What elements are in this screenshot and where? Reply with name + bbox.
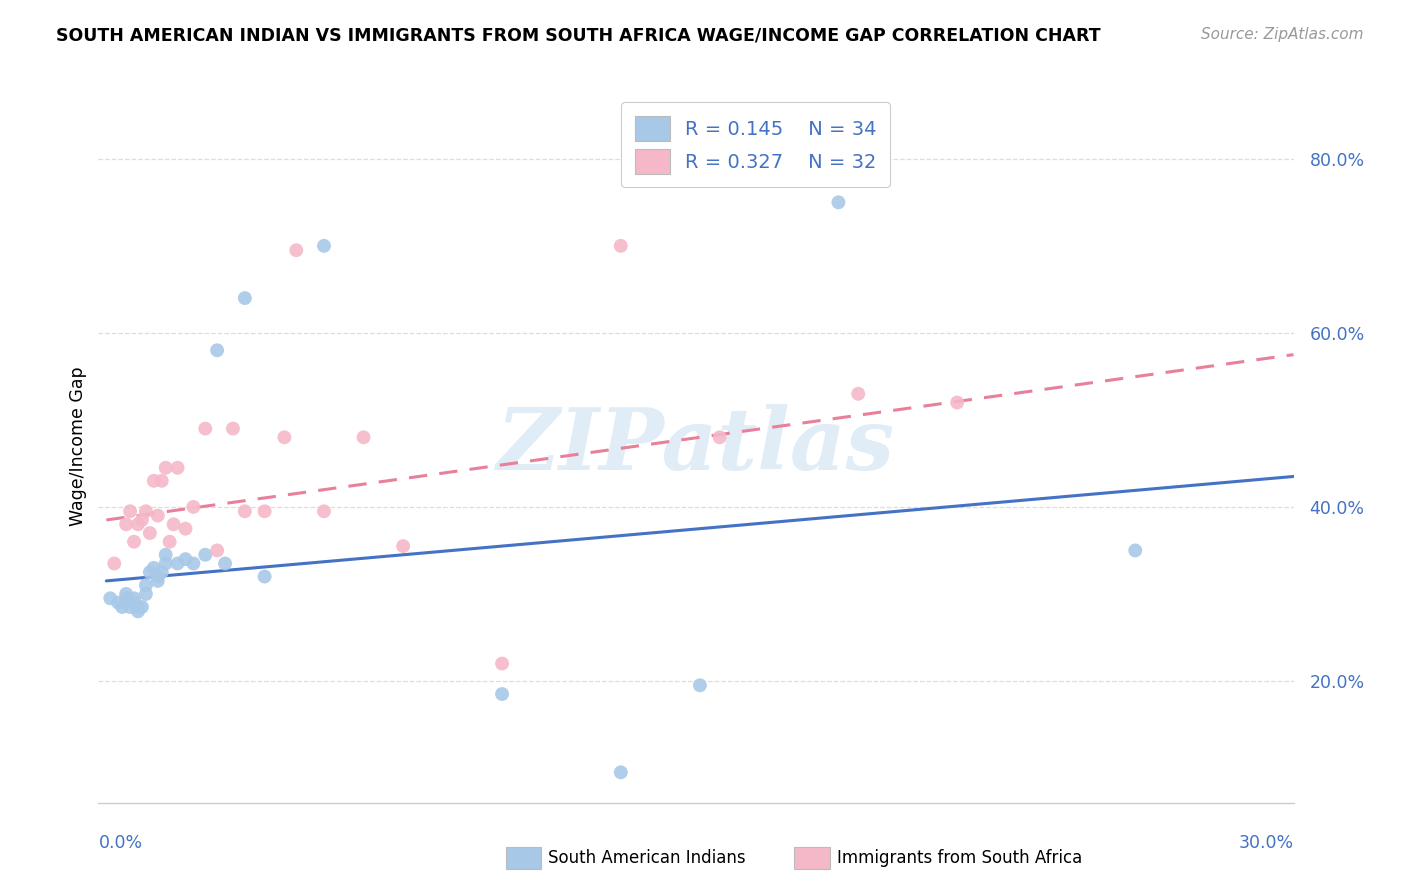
Point — [162, 517, 184, 532]
Point — [174, 522, 197, 536]
Point — [139, 565, 162, 579]
Text: ZIPatlas: ZIPatlas — [496, 404, 896, 488]
Point — [155, 557, 177, 571]
Point — [709, 430, 731, 444]
Point — [146, 569, 169, 583]
Text: 30.0%: 30.0% — [1239, 834, 1294, 852]
Point — [233, 504, 256, 518]
Point — [285, 243, 308, 257]
Point — [115, 591, 138, 606]
Point — [127, 599, 149, 614]
Point — [107, 596, 129, 610]
Point — [115, 587, 138, 601]
Text: Source: ZipAtlas.com: Source: ZipAtlas.com — [1201, 27, 1364, 42]
Point — [273, 430, 295, 444]
Point — [131, 513, 153, 527]
Point — [491, 657, 513, 671]
Point — [122, 591, 145, 606]
Point — [111, 599, 134, 614]
Point — [312, 504, 335, 518]
Point — [146, 574, 169, 588]
Point — [122, 534, 145, 549]
Point — [174, 552, 197, 566]
Point — [135, 504, 157, 518]
Point — [120, 599, 142, 614]
Point — [103, 557, 125, 571]
Point — [491, 687, 513, 701]
Text: SOUTH AMERICAN INDIAN VS IMMIGRANTS FROM SOUTH AFRICA WAGE/INCOME GAP CORRELATIO: SOUTH AMERICAN INDIAN VS IMMIGRANTS FROM… — [56, 27, 1101, 45]
Point — [122, 596, 145, 610]
Point — [253, 504, 276, 518]
Legend: R = 0.145    N = 34, R = 0.327    N = 32: R = 0.145 N = 34, R = 0.327 N = 32 — [621, 103, 890, 187]
Text: Immigrants from South Africa: Immigrants from South Africa — [837, 849, 1081, 867]
Point — [689, 678, 711, 692]
Point — [131, 599, 153, 614]
Text: South American Indians: South American Indians — [548, 849, 747, 867]
Point — [610, 239, 633, 253]
Point — [150, 474, 173, 488]
Point — [194, 421, 217, 435]
Point — [127, 517, 149, 532]
Point — [353, 430, 375, 444]
Y-axis label: Wage/Income Gap: Wage/Income Gap — [69, 367, 87, 525]
Point — [120, 504, 142, 518]
Point — [233, 291, 256, 305]
Point — [312, 239, 335, 253]
Point — [135, 578, 157, 592]
Point — [159, 534, 181, 549]
Point — [115, 517, 138, 532]
Point — [142, 561, 165, 575]
Point — [139, 526, 162, 541]
Point — [183, 557, 205, 571]
Point — [183, 500, 205, 514]
Point — [155, 548, 177, 562]
Point — [205, 543, 228, 558]
Point — [205, 343, 228, 358]
Point — [846, 386, 869, 401]
Point — [222, 421, 245, 435]
Point — [150, 565, 173, 579]
Point — [135, 587, 157, 601]
Point — [214, 557, 236, 571]
Point — [166, 557, 188, 571]
Text: 0.0%: 0.0% — [98, 834, 142, 852]
Point — [166, 460, 188, 475]
Point — [610, 765, 633, 780]
Point — [253, 569, 276, 583]
Point — [392, 539, 415, 553]
Point — [1123, 543, 1146, 558]
Point — [946, 395, 969, 409]
Point — [827, 195, 849, 210]
Point — [127, 604, 149, 618]
Point — [142, 474, 165, 488]
Point — [155, 460, 177, 475]
Point — [194, 548, 217, 562]
Point — [146, 508, 169, 523]
Point — [98, 591, 121, 606]
